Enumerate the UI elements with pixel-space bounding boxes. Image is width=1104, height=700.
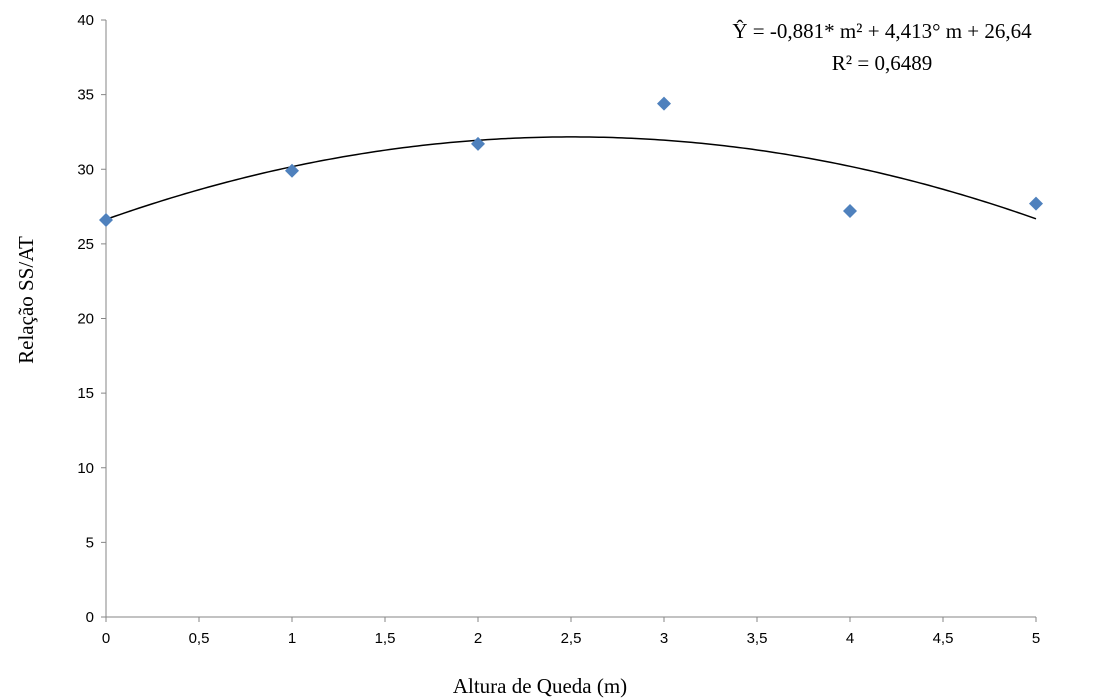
x-tick-label: 3 — [660, 630, 668, 647]
data-point — [1029, 196, 1043, 211]
r-squared-label: R² = 0,6489 — [832, 51, 932, 75]
x-tick-label: 0,5 — [189, 630, 210, 647]
y-tick-labels: 0 5 10 15 20 25 30 35 40 — [77, 12, 94, 626]
x-tick-label: 2 — [474, 630, 482, 647]
x-tick-labels: 0 0,5 1 1,5 2 2,5 3 3,5 4 4,5 5 — [102, 630, 1040, 647]
x-axis-title: Altura de Queda (m) — [453, 674, 627, 698]
y-tick-label: 30 — [77, 161, 94, 178]
y-tick-label: 25 — [77, 236, 94, 253]
data-point — [657, 96, 671, 111]
x-tick-label: 3,5 — [747, 630, 768, 647]
data-point — [99, 212, 113, 227]
axes — [101, 19, 1037, 622]
y-tick-label: 20 — [77, 311, 94, 328]
x-tick-label: 4,5 — [933, 630, 954, 647]
y-tick-label: 15 — [77, 385, 94, 402]
data-points — [99, 96, 1043, 227]
regression-equation: Ŷ = -0,881* m² + 4,413° m + 26,64 — [732, 19, 1032, 43]
y-tick-label: 0 — [86, 609, 94, 626]
y-tick-label: 5 — [86, 534, 94, 551]
x-tick-label: 0 — [102, 630, 110, 647]
x-tick-label: 5 — [1032, 630, 1040, 647]
data-point — [843, 204, 857, 219]
y-tick-label: 40 — [77, 12, 94, 29]
data-point — [471, 136, 485, 151]
y-axis-title: Relação SS/AT — [14, 236, 38, 364]
y-tick-label: 10 — [77, 460, 94, 477]
y-tick-label: 35 — [77, 87, 94, 104]
data-point — [285, 163, 299, 178]
x-tick-label: 1,5 — [375, 630, 396, 647]
x-tick-label: 4 — [846, 630, 854, 647]
trendline — [105, 136, 1037, 221]
x-tick-label: 1 — [288, 630, 296, 647]
x-tick-label: 2,5 — [561, 630, 582, 647]
